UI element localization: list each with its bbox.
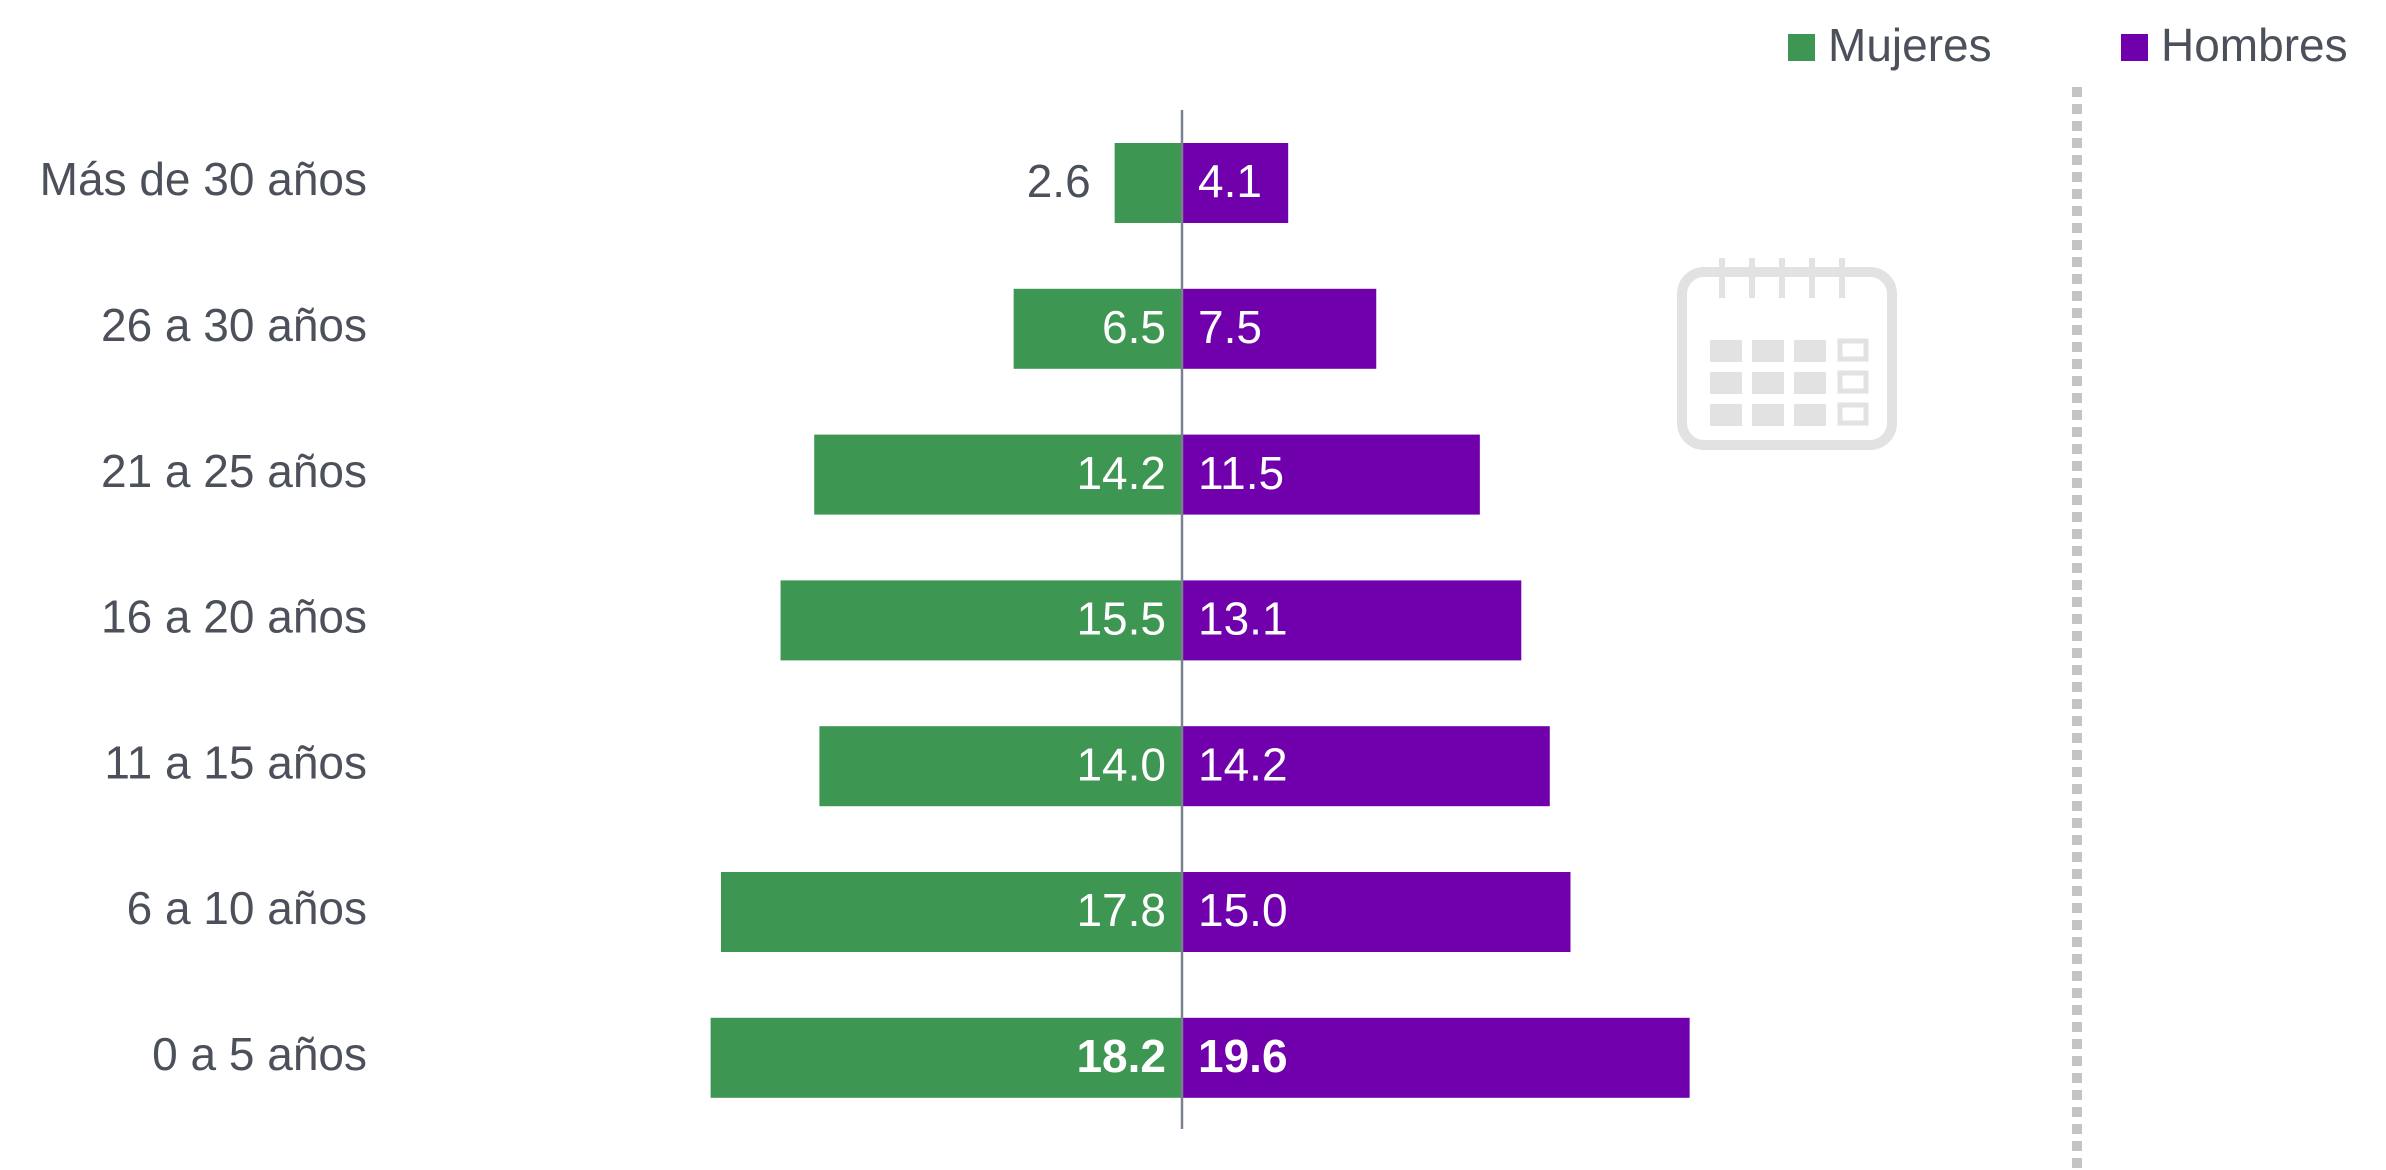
value-label: 15.5: [1076, 593, 1166, 645]
bar: [1182, 434, 1480, 515]
value-label: 18.2: [1076, 1030, 1166, 1082]
bar: [780, 580, 1182, 661]
category-label: 0 a 5 años: [152, 1028, 367, 1080]
legend-swatch: [1788, 34, 1815, 61]
value-label: 19.6: [1198, 1030, 1288, 1082]
value-label: 14.2: [1198, 738, 1288, 790]
bar: [1182, 143, 1289, 223]
bar: [1182, 580, 1522, 661]
category-label: 21 a 25 años: [101, 445, 367, 497]
bar: [1182, 1017, 1690, 1098]
bar: [1013, 288, 1182, 369]
value-label: 17.8: [1076, 884, 1166, 936]
value-label: 14.2: [1076, 447, 1166, 499]
legend-label: Hombres: [2161, 19, 2348, 71]
bar: [1182, 726, 1550, 807]
value-label: 15.0: [1198, 884, 1288, 936]
value-label: 4.1: [1198, 155, 1262, 207]
bar: [819, 726, 1182, 807]
calendar-icon: [1677, 258, 1897, 450]
bar: [710, 1017, 1182, 1098]
category-label: 16 a 20 años: [101, 591, 367, 643]
bar: [720, 872, 1182, 952]
value-label: 11.5: [1198, 447, 1284, 499]
bar: [1182, 288, 1377, 369]
category-label: 11 a 15 años: [104, 736, 367, 788]
category-label: 6 a 10 años: [127, 882, 367, 934]
value-label: 6.5: [1102, 301, 1166, 353]
category-label: 26 a 30 años: [101, 299, 367, 351]
bar: [1114, 143, 1182, 223]
bar: [1182, 872, 1571, 952]
legend-label: Mujeres: [1828, 19, 1992, 71]
bar: [814, 434, 1182, 515]
legend-swatch: [2121, 34, 2148, 61]
value-label: 7.5: [1198, 301, 1262, 353]
category-label: Más de 30 años: [40, 153, 367, 205]
value-label: 14.0: [1076, 738, 1166, 790]
value-label: 2.6: [1027, 155, 1091, 207]
value-label: 13.1: [1198, 593, 1288, 645]
